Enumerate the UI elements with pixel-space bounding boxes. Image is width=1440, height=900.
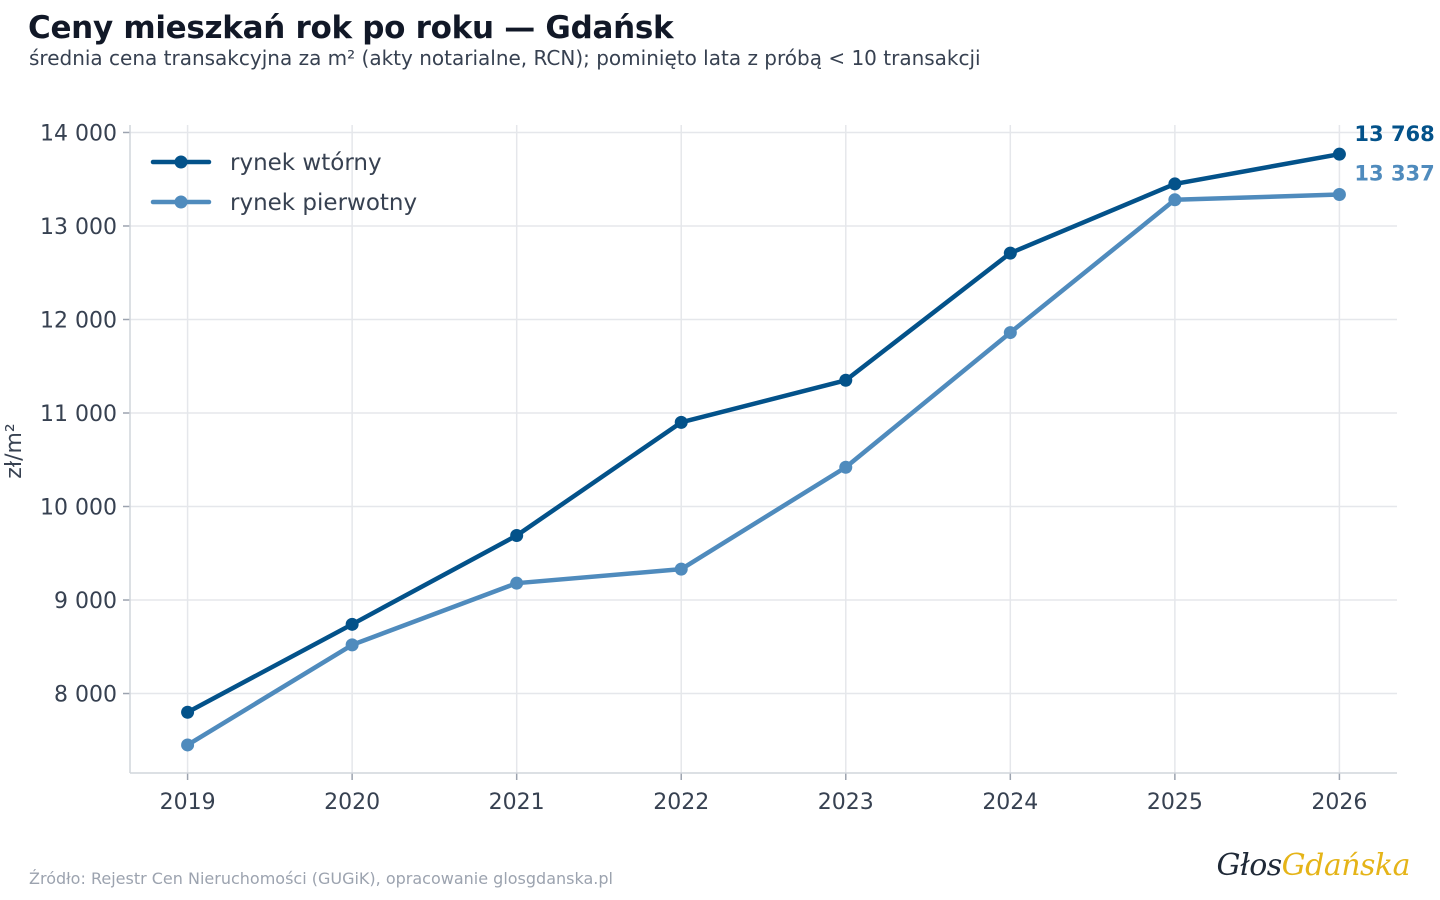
chart-title: Ceny mieszkań rok po roku — Gdańsk [28, 10, 674, 46]
y-tick-label: 14 000 [40, 121, 117, 146]
series-line-1 [185, 192, 1342, 748]
y-tick-label: 11 000 [40, 402, 117, 427]
data-point [181, 705, 195, 719]
x-tick-label: 2022 [653, 790, 709, 815]
data-point [1332, 147, 1346, 161]
end-value-label: 13 337 [1354, 161, 1434, 185]
series-layer: 13 768 13 337 [181, 122, 1435, 752]
chart-subtitle: średnia cena transakcyjna za m² (akty no… [29, 46, 981, 70]
legend-label: rynek wtórny [230, 150, 382, 176]
legend: rynek wtórny rynek pierwotny [150, 150, 417, 216]
y-tick-label: 10 000 [40, 496, 117, 521]
y-tick-label: 8 000 [54, 683, 117, 708]
data-point [1168, 177, 1182, 191]
end-value-label: 13 768 [1354, 122, 1434, 146]
legend-swatch-marker [174, 155, 188, 169]
grid [130, 125, 1397, 773]
legend-label: rynek pierwotny [230, 190, 417, 216]
source-note: Źródło: Rejestr Cen Nieruchomości (GUGiK… [29, 869, 613, 888]
x-tick-label: 2019 [160, 790, 216, 815]
data-point [181, 738, 195, 752]
x-tick-label: 2025 [1147, 790, 1203, 815]
data-point [674, 562, 688, 576]
x-tick-label: 2021 [489, 790, 545, 815]
data-point [674, 415, 688, 429]
series-line-0 [185, 151, 1342, 715]
y-tick-label: 13 000 [40, 215, 117, 240]
x-tick-label: 2023 [818, 790, 874, 815]
logo-part-1: Głos [1216, 848, 1283, 883]
data-point [1003, 326, 1017, 340]
x-tick-label: 2026 [1311, 790, 1367, 815]
glos-gdanska-logo: GłosGdańska [1217, 848, 1411, 883]
y-axis-label: zł/m² [2, 423, 27, 478]
data-point [345, 638, 359, 652]
y-tick-label: 12 000 [40, 308, 117, 333]
data-point [510, 528, 524, 542]
x-tick-label: 2020 [324, 790, 380, 815]
x-tick-label: 2024 [982, 790, 1038, 815]
data-point [345, 617, 359, 631]
y-tick-label: 9 000 [54, 589, 117, 614]
data-point [839, 460, 853, 474]
data-point [1332, 187, 1346, 201]
data-point [1168, 193, 1182, 207]
data-point [1003, 246, 1017, 260]
logo-part-2: Gdańska [1281, 848, 1411, 883]
data-point [839, 373, 853, 387]
data-point [510, 576, 524, 590]
axes: 8 000 9 000 10 000 11 000 12 000 13 000 14 000… [2, 121, 1397, 815]
legend-swatch-marker [174, 195, 188, 209]
